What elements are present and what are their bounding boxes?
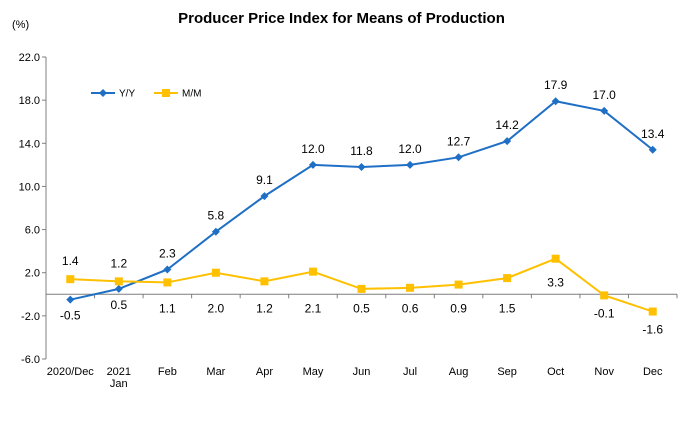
x-tick-label: Aug (449, 366, 469, 378)
mm-point (211, 268, 220, 277)
mm-data-label: 2.1 (305, 301, 322, 315)
mm-data-label: 1.2 (110, 256, 127, 270)
data-labels: -0.5 0.5 2.3 5.8 9.1 12.0 11.8 12.0 12.7 14.2 17.9… (60, 78, 665, 336)
mm-point (260, 277, 269, 286)
y-tick-label: -6.0 (21, 354, 40, 366)
y-tick-label: 10.0 (19, 181, 40, 193)
yy-point (551, 97, 560, 106)
mm-data-label: 0.9 (450, 301, 467, 315)
y-tick-label: 2.0 (25, 268, 40, 280)
mm-point (551, 254, 560, 263)
yy-point (260, 192, 269, 201)
yy-data-label: 12.0 (301, 142, 325, 156)
x-tick-label: 2020/Dec (47, 366, 95, 378)
y-tick-label: 18.0 (19, 95, 40, 107)
y-tick-label: 6.0 (25, 225, 40, 237)
mm-point (406, 283, 415, 292)
x-axis-ticks: 2020/Dec 2021 Jan Feb Mar Apr May Jun Jul Aug Sep O… (45, 294, 678, 390)
yy-data-label: 2.3 (159, 246, 176, 260)
x-tick-label: Mar (206, 366, 225, 378)
mm-point (503, 274, 512, 283)
mm-data-label: -1.6 (642, 323, 663, 337)
yy-data-label: 5.8 (208, 209, 225, 223)
mm-data-label: 1.5 (499, 301, 516, 315)
y-tick-label: -2.0 (21, 311, 40, 323)
mm-point (454, 280, 463, 289)
x-tick-label: Oct (547, 366, 564, 378)
yy-data-label: 12.7 (447, 134, 471, 148)
mm-point (66, 275, 75, 284)
yy-point (454, 153, 463, 162)
mm-data-label: 0.5 (353, 301, 370, 315)
x-tick-label: Jun (353, 366, 371, 378)
yy-data-label: 11.8 (350, 144, 373, 158)
yy-data-label: 13.4 (641, 127, 665, 141)
mm-data-label: 2.0 (208, 301, 225, 315)
yy-point (503, 137, 512, 146)
yy-point (357, 163, 366, 172)
mm-point (163, 278, 172, 287)
mm-data-label: 1.2 (256, 301, 273, 315)
yy-data-label: 0.5 (110, 298, 127, 312)
mm-point (308, 267, 317, 276)
x-tick-label: May (303, 366, 324, 378)
x-tick-label: Apr (256, 366, 273, 378)
legend-label: Y/Y (119, 89, 135, 100)
yy-data-label: 9.1 (256, 173, 273, 187)
mm-data-label: 1.1 (159, 301, 176, 315)
y-tick-label: 22.0 (19, 52, 40, 64)
yy-point (114, 284, 123, 293)
yy-data-label: 14.2 (495, 118, 519, 132)
legend-marker (162, 89, 170, 97)
yy-point (211, 227, 220, 236)
legend-marker (99, 89, 107, 97)
mm-data-label: -0.1 (594, 306, 615, 320)
x-tick-label: Dec (643, 366, 663, 378)
yy-point (163, 265, 172, 274)
yy-data-label: 17.9 (544, 78, 568, 92)
y-tick-label: 14.0 (19, 138, 40, 150)
mm-data-label: 1.4 (62, 254, 79, 268)
y-axis-ticks: 22.0 18.0 14.0 10.0 6.0 2.0 -2.0 -6.0 (19, 52, 46, 366)
unit-label: (%) (12, 19, 30, 31)
yy-point (308, 160, 317, 169)
x-tick-label: Nov (594, 366, 614, 378)
mm-point (114, 277, 123, 286)
x-tick-label: 2021 Jan (107, 366, 131, 390)
mm-data-label: 0.6 (402, 301, 419, 315)
mm-point (648, 307, 657, 316)
series-layer (66, 97, 657, 316)
yy-data-label: -0.5 (60, 309, 81, 323)
x-tick-label: Jul (403, 366, 417, 378)
legend-label: M/M (182, 89, 201, 100)
yy-point (600, 106, 609, 115)
mm-point (600, 291, 609, 300)
yy-point (406, 160, 415, 169)
mm-data-label: 3.3 (547, 276, 564, 290)
series-line-yy (70, 100, 654, 301)
yy-data-label: 12.0 (398, 142, 422, 156)
x-tick-label: Sep (497, 366, 517, 378)
chart-title: Producer Price Index for Means of Produc… (178, 10, 505, 27)
mm-point (357, 284, 366, 293)
yy-data-label: 17.0 (593, 88, 617, 102)
x-tick-label: Feb (158, 366, 177, 378)
legend: Y/Y M/M (91, 89, 201, 100)
yy-point (648, 145, 657, 154)
axes (45, 57, 677, 359)
yy-point (66, 295, 75, 304)
